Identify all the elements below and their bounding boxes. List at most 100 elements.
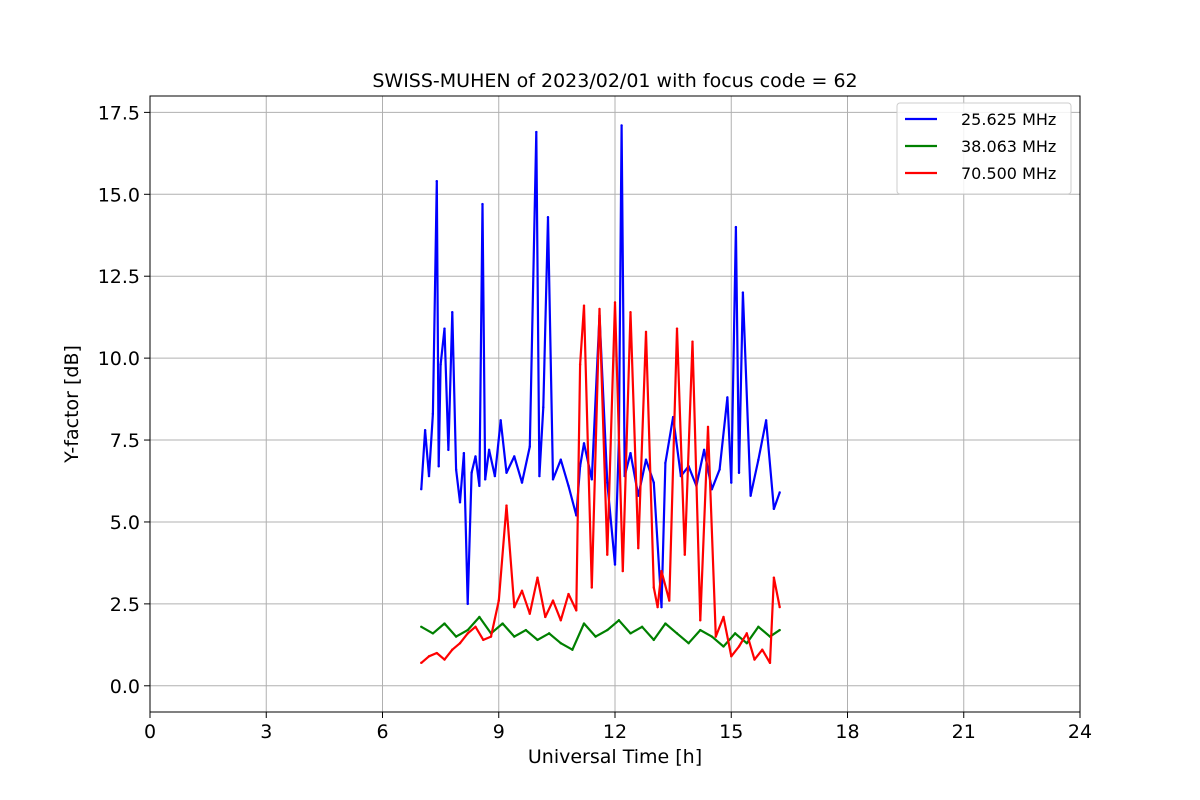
data-point: [722, 645, 725, 648]
data-point: [761, 648, 764, 651]
data-point: [772, 576, 776, 579]
data-point: [598, 307, 601, 311]
data-point: [652, 638, 655, 642]
data-point: [582, 622, 586, 625]
data-point: [451, 648, 454, 651]
data-point: [520, 481, 524, 484]
data-point: [640, 625, 644, 629]
data-point: [710, 635, 714, 638]
data-point: [501, 622, 504, 625]
data-point: [431, 632, 435, 635]
ticks: 0 3 6 9 12 15 18 21 24 0.0 2.5 5.0 7.5 10.0 12.5 15.0 17…: [98, 102, 1092, 743]
y-tick-label: 12.5: [98, 266, 140, 288]
data-point: [451, 311, 454, 314]
data-point: [497, 599, 500, 602]
data-point: [606, 553, 609, 556]
series-0: [420, 124, 781, 609]
data-point: [718, 468, 721, 471]
data-point: [730, 655, 733, 658]
data-point: [606, 628, 609, 632]
data-point: [571, 648, 574, 651]
data-point: [559, 641, 562, 645]
data-point: [745, 632, 748, 635]
y-tick-label: 0.0: [110, 676, 140, 698]
data-point: [478, 484, 481, 488]
data-point: [629, 451, 632, 455]
data-point: [423, 429, 427, 432]
data-point: [722, 615, 725, 619]
data-point: [483, 478, 487, 481]
legend-label: 70.500 MHz: [961, 164, 1056, 183]
data-point: [749, 494, 752, 497]
data-point: [617, 619, 621, 622]
data-point: [768, 661, 772, 665]
y-tick-label: 15.0: [98, 184, 140, 206]
data-point: [544, 615, 547, 619]
data-point: [551, 599, 555, 602]
data-point: [420, 487, 423, 491]
data-point: [505, 471, 508, 475]
data-point: [757, 458, 760, 461]
y-tick-label: 5.0: [110, 512, 140, 534]
data-point: [590, 478, 593, 481]
data-point: [652, 586, 655, 589]
y-tick-label: 10.0: [98, 348, 140, 370]
data-point: [582, 442, 586, 445]
data-point: [637, 546, 640, 550]
y-tick-label: 17.5: [98, 102, 140, 124]
data-point: [699, 628, 702, 632]
data-point: [536, 576, 539, 579]
data-point: [520, 589, 524, 592]
x-tick-label: 3: [260, 721, 272, 743]
x-tick-label: 21: [952, 721, 976, 743]
legend-label: 25.625 MHz: [961, 110, 1056, 129]
x-tick-label: 9: [493, 721, 505, 743]
data-point: [567, 484, 570, 488]
data-point: [466, 602, 469, 606]
data-point: [706, 425, 710, 429]
data-point: [487, 448, 491, 452]
x-axis-label: Universal Time [h]: [528, 746, 702, 768]
series-line: [420, 615, 781, 651]
data-point: [536, 638, 539, 642]
data-point: [575, 609, 578, 612]
legend: 25.625 MHz 38.063 MHz 70.500 MHz: [896, 102, 1072, 195]
data-point: [613, 563, 617, 566]
data-point: [443, 622, 446, 625]
data-point: [482, 638, 485, 642]
data-point: [443, 658, 446, 661]
y-axis-label: Y-factor [dB]: [61, 345, 83, 464]
data-point: [778, 605, 781, 609]
data-point: [528, 445, 531, 448]
data-point: [644, 330, 648, 334]
data-point: [513, 605, 516, 609]
data-point: [481, 202, 484, 206]
data-point: [699, 619, 702, 622]
data-point: [730, 481, 733, 484]
data-point: [528, 612, 531, 615]
series-line: [420, 301, 781, 665]
y-tick-label: 7.5: [110, 430, 140, 452]
data-point: [753, 658, 756, 661]
data-point: [668, 599, 671, 602]
data-point: [542, 406, 545, 409]
data-point: [458, 501, 462, 504]
data-point: [764, 419, 768, 422]
data-point: [513, 455, 516, 458]
data-point: [594, 635, 597, 638]
data-point: [443, 327, 446, 330]
data-point: [499, 419, 502, 422]
data-point: [462, 451, 466, 455]
data-point: [675, 327, 679, 330]
data-point: [714, 635, 717, 638]
legend-label: 38.063 MHz: [961, 137, 1056, 156]
data-point: [582, 304, 586, 307]
data-point: [535, 130, 538, 134]
data-point: [431, 412, 435, 416]
x-tick-label: 0: [144, 721, 156, 743]
data-point: [741, 291, 745, 294]
data-point: [454, 468, 458, 471]
x-tick-label: 18: [835, 721, 859, 743]
data-point: [493, 474, 497, 478]
data-point: [578, 363, 582, 366]
